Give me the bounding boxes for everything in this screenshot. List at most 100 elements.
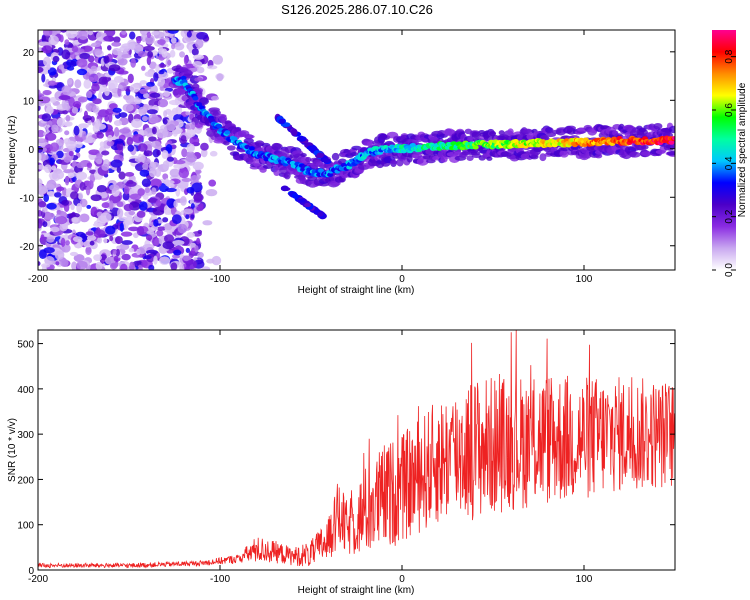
snr-y-tick-label: 0: [28, 566, 34, 577]
spectrogram-cell: [566, 125, 576, 131]
colorbar-tick-label: 0.4: [724, 156, 735, 170]
spectrogram-cell: [530, 154, 539, 160]
spectrogram-cell: [151, 187, 157, 195]
spectrogram-cell: [128, 42, 136, 51]
spectrogram-cell: [218, 114, 228, 123]
spectrogram-cell: [175, 186, 181, 197]
spectrogram-cell: [190, 203, 195, 209]
spectrogram-cell: [196, 31, 209, 40]
spectrogram-cell: [90, 42, 102, 48]
spectrogram-cell: [113, 119, 123, 127]
spectrogram-cell: [139, 169, 150, 177]
spectrogram-cell: [243, 134, 255, 139]
spectrogram-cell: [181, 148, 188, 158]
spectrogram-cell: [38, 89, 41, 96]
spectrogram-cell: [298, 198, 306, 203]
spectrogram-cell: [126, 136, 134, 146]
spectrogram-cell: [105, 225, 116, 235]
spectrogram-cell: [194, 77, 204, 82]
spectrogram-cell: [119, 222, 124, 232]
spectrogram-cell: [156, 226, 167, 231]
spectrogram-cell: [120, 231, 133, 237]
spectrogram-cell: [103, 35, 115, 42]
spectrogram-cell: [121, 240, 133, 245]
spectrogram-cell: [128, 261, 135, 270]
snr-x-label: Height of straight line (km): [298, 585, 415, 596]
spectrogram-cell: [194, 245, 199, 253]
spectrogram-cell: [162, 217, 169, 223]
spectrogram-cell: [186, 127, 196, 138]
spectrogram-cell: [143, 127, 154, 137]
spectrogram-cell: [104, 30, 116, 37]
spectrogram-cell: [47, 80, 57, 86]
spectrogram-cell: [148, 264, 155, 270]
spectrogram-cell: [121, 53, 132, 59]
spectrogram-cell: [171, 43, 176, 50]
spectrogram-cell: [112, 249, 117, 255]
colorbar-tick-label: 0.8: [724, 49, 735, 63]
spectrogram-cell: [104, 115, 109, 122]
spectrogram-cell: [49, 157, 55, 166]
spectrogram-cell: [149, 116, 162, 124]
spectrogram-cell: [137, 188, 145, 196]
snr-x-tick-label: 0: [399, 574, 405, 585]
spectrogram-cell: [180, 135, 187, 142]
spectrogram-cell: [90, 206, 98, 217]
spectrogram-cell: [63, 156, 71, 163]
spectrogram-cell: [300, 153, 307, 158]
spectrogram-cell: [103, 237, 108, 244]
spectrogram-cell: [472, 145, 479, 150]
spectrogram-cell: [45, 132, 57, 141]
spectrogram-cell: [157, 81, 164, 87]
spectrogram-cell: [191, 48, 199, 56]
spectrogram-cell: [38, 152, 42, 162]
spectrogram-cell: [158, 69, 165, 75]
spectrogram-cell: [60, 30, 67, 33]
spectrogram-cell: [87, 30, 94, 36]
spectrogram-cell: [116, 245, 121, 250]
spectrogram-cell: [40, 234, 45, 242]
spectrogram-cell: [185, 111, 191, 116]
colorbar-tick-label: 0.2: [724, 209, 735, 223]
spectrogram-cell: [159, 256, 171, 265]
spectrogram-cell: [119, 112, 128, 118]
spectrogram-cell: [182, 255, 192, 262]
spectrogram-cell: [55, 261, 60, 266]
spectrogram-cell: [118, 171, 126, 180]
spectrogram-cell: [73, 125, 80, 136]
spectrogram-cell: [209, 150, 218, 157]
spectrogram-cell: [144, 187, 150, 194]
spectrogram-cell: [157, 98, 169, 108]
spectrogram-cell: [180, 196, 187, 206]
spectrogram-y-tick-label: 20: [23, 48, 35, 59]
spectrogram-cell: [97, 237, 103, 244]
spectrogram-cell: [117, 57, 128, 66]
spectrogram-cell: [163, 90, 171, 98]
spectrogram-cell: [117, 84, 123, 90]
spectrogram-cell: [162, 179, 175, 185]
spectrogram-cell: [210, 95, 220, 101]
spectrogram-cell: [125, 95, 135, 104]
spectrogram-cell: [202, 220, 213, 226]
spectrogram-cell: [127, 144, 135, 152]
spectrogram-cell: [144, 158, 151, 165]
spectrogram-cell: [78, 192, 84, 200]
spectrogram-cell: [350, 152, 359, 157]
spectrogram-cell: [192, 54, 205, 60]
spectrogram-cell: [304, 202, 312, 208]
spectrogram-cell: [43, 212, 55, 220]
spectrogram-cell: [186, 259, 197, 270]
spectrogram-cell: [125, 216, 135, 225]
spectrogram-cell: [108, 200, 114, 211]
spectrogram-cell: [147, 198, 159, 203]
spectrogram-cell: [116, 201, 124, 208]
spectrogram-cell: [85, 231, 94, 236]
spectrogram-cell: [296, 135, 307, 142]
spectrogram-cell: [85, 90, 93, 99]
spectrogram-cell: [84, 137, 96, 143]
spectrogram-cell: [163, 110, 168, 118]
spectrogram-cell: [149, 92, 161, 98]
colorbar-tick-label: 0.6: [724, 103, 735, 117]
spectrogram-cell: [79, 52, 91, 60]
